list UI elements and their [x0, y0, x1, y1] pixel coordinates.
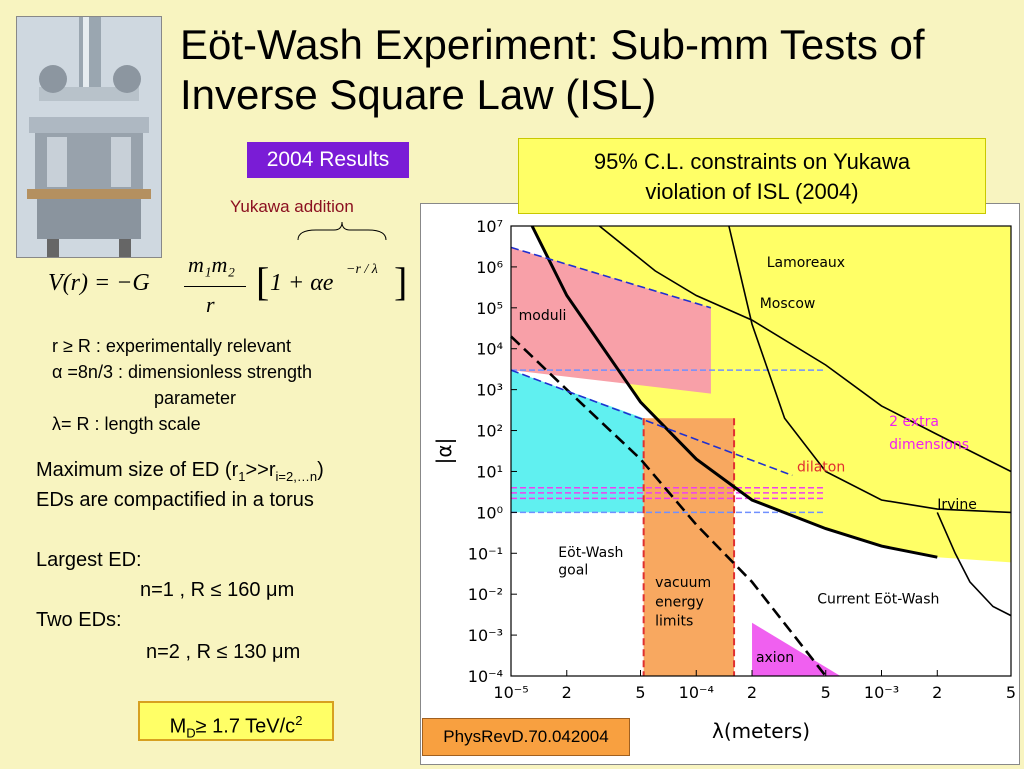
cl-caption-box: 95% C.L. constraints on Yukawa violation…: [518, 138, 986, 214]
md-result-box: MD≥ 1.7 TeV/c2: [138, 701, 334, 741]
x-tick-label-3: 10⁻⁴: [679, 683, 714, 702]
series-lamoreaux: [598, 225, 1012, 473]
y-tick-label-4: 10³: [476, 381, 503, 400]
ed-size-line: Maximum size of ED (r1>>ri=2,…n): [36, 455, 324, 492]
series-eotwash_dashed: [510, 335, 827, 677]
formula-denominator: r: [206, 292, 215, 317]
n2-result: n=2 , R ≤ 130 μm: [146, 641, 301, 663]
annotation-dilaton: dilaton: [797, 459, 845, 475]
md-text: M: [169, 715, 187, 738]
series-moscow: [728, 225, 1012, 514]
x-tick-label-5: 5: [821, 683, 831, 702]
y-tick-label-9: 10⁻²: [468, 585, 503, 604]
ed-size-post: ): [317, 459, 324, 481]
series-dilaton_dashed: [510, 369, 793, 477]
series-current: [530, 225, 938, 559]
series-moduli_dashed: [510, 246, 712, 309]
y-tick-label-10: 10⁻³: [468, 626, 503, 645]
reference-box: PhysRevD.70.042004: [422, 718, 630, 756]
y-axis-label: |α|: [432, 438, 456, 465]
y-tick-label-2: 10⁵: [476, 299, 503, 318]
two-eds-heading: Two EDs:: [36, 609, 122, 631]
x-tick-label-6: 10⁻³: [864, 683, 899, 702]
annotation-axion: axion: [756, 650, 794, 666]
x-tick-label-1: 2: [562, 683, 572, 702]
annotation-lamoreaux: Lamoreaux: [767, 255, 845, 271]
y-tick-label-0: 10⁷: [476, 217, 503, 236]
ed-size-mid: >>r: [245, 459, 276, 481]
annotation-extra2: dimensions: [889, 437, 969, 453]
formula-lhs: V(r) = −G: [48, 270, 150, 296]
annotation-eotwash2: goal: [558, 563, 588, 579]
annotation-vac3: limits: [655, 614, 693, 630]
y-tick-label-11: 10⁻⁴: [468, 667, 503, 686]
x-tick-label-4: 2: [747, 683, 757, 702]
ed-sub2: i=2,…n: [275, 469, 318, 484]
y-tick-label-6: 10¹: [476, 462, 503, 481]
dilaton-region-fill: [511, 370, 644, 513]
x-tick-label-7: 2: [932, 683, 942, 702]
definition-alpha-cont: parameter: [154, 388, 237, 408]
annotation-eotwash1: Eöt-Wash: [558, 545, 623, 561]
axion-region-fill: [752, 622, 841, 676]
formula-numerator: m₁m₂: [188, 252, 236, 277]
y-tick-label-5: 10²: [476, 422, 503, 441]
series-irvine: [936, 512, 1012, 617]
apparatus-photo: [16, 16, 162, 258]
yukawa-label: Yukawa addition: [230, 197, 354, 216]
plot-border: [510, 225, 1012, 677]
largest-ed-heading: Largest ED:: [36, 549, 142, 571]
x-axis-label: λ(meters): [712, 719, 810, 743]
vacuum-energy-band: [643, 418, 735, 676]
page-title: Eöt-Wash Experiment: Sub-mm Tests of Inv…: [180, 21, 925, 118]
y-tick-label-8: 10⁻¹: [468, 544, 503, 563]
annotation-moscow: Moscow: [760, 296, 816, 312]
annotation-current: Current Eöt-Wash: [817, 591, 939, 607]
fraction-bar: [184, 286, 246, 287]
ed-sub1: 1: [238, 469, 246, 484]
formula-bracket-term: 1 + αe: [270, 270, 334, 296]
cl-caption-line1: 95% C.L. constraints on Yukawa: [593, 149, 911, 174]
plot-frame: 10⁷ 10⁶ 10⁵ 10⁴ 10³ 10² 10¹ 10⁰ 10⁻¹ 10⁻² 10⁻³ 10⁻⁴…: [420, 203, 1020, 765]
definition-r: r ≥ R : experimentally relevant: [52, 336, 291, 356]
md-mid: ≥ 1.7 TeV/c: [195, 715, 296, 738]
formula-exponent: −r / λ: [346, 262, 378, 277]
brace-icon: [297, 221, 387, 241]
x-tick-label-2: 5: [635, 683, 645, 702]
annotation-extra1: 2 extra: [889, 414, 939, 430]
annotation-moduli: moduli: [519, 308, 567, 324]
x-tick-label-0: 10⁻⁵: [493, 683, 528, 702]
torus-line: EDs are compactified in a torus: [36, 489, 314, 511]
cl-caption-line2: violation of ISL (2004): [645, 179, 859, 204]
annotation-vac2: energy: [655, 594, 704, 610]
x-tick-label-8: 5: [1006, 683, 1016, 702]
annotation-vac1: vacuum: [655, 575, 711, 591]
yukawa-formula: V(r) = −G m₁m₂ r [ 1 + αe −r / λ ]: [48, 252, 408, 322]
y-tick-label-7: 10⁰: [476, 503, 503, 522]
y-tick-label-3: 10⁴: [476, 340, 503, 359]
definition-alpha: α =8n/3 : dimensionless strength: [52, 362, 313, 382]
constraint-plot: 10⁷ 10⁶ 10⁵ 10⁴ 10³ 10² 10¹ 10⁰ 10⁻¹ 10⁻² 10⁻³ 10⁻⁴…: [432, 217, 1016, 743]
open-bracket: [: [256, 259, 270, 304]
close-bracket: ]: [394, 259, 408, 304]
n1-result: n=1 , R ≤ 160 μm: [140, 579, 295, 601]
ed-size-text: Maximum size of ED (r: [36, 459, 239, 481]
md-sup: 2: [295, 713, 303, 728]
annotation-irvine: Irvine: [937, 497, 977, 513]
definition-lambda: λ= R : length scale: [52, 414, 201, 434]
results-badge: 2004 Results: [247, 142, 409, 178]
md-sub: D: [186, 725, 196, 741]
y-tick-label-1: 10⁶: [476, 258, 503, 277]
